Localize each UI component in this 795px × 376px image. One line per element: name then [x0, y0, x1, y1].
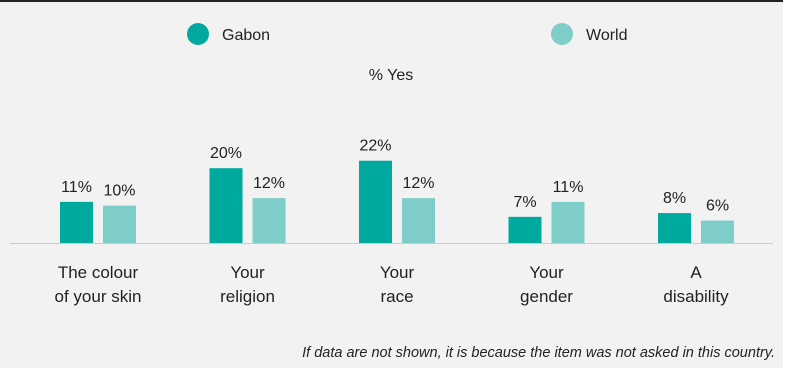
category-label-3-line-0: Your: [529, 263, 564, 282]
category-label-1-line-0: Your: [230, 263, 265, 282]
value-label-gabon-2: 22%: [359, 138, 391, 155]
bar-gabon-0: [60, 201, 93, 243]
value-label-gabon-0: 11%: [61, 179, 92, 196]
category-label-4-line-1: disability: [663, 287, 729, 306]
bar-gabon-1: [209, 168, 243, 243]
value-label-world-1: 12%: [253, 175, 285, 192]
bar-world-4: [701, 220, 734, 243]
category-label-1-line-1: religion: [220, 287, 275, 306]
footnote: If data are not shown, it is because the…: [302, 345, 775, 361]
chart-subtitle: % Yes: [369, 67, 413, 84]
bar-gabon-4: [658, 213, 691, 243]
legend-label-world: World: [586, 27, 628, 44]
value-label-gabon-4: 8%: [663, 190, 686, 207]
value-label-gabon-3: 7%: [513, 194, 536, 211]
bar-world-3: [551, 201, 585, 243]
bars-group: 11% 10% 20% 12% 22% 12% 7% 11% 8% 6%: [60, 138, 734, 243]
value-label-world-0: 10%: [103, 183, 135, 200]
bar-world-0: [103, 205, 136, 243]
bar-world-1: [252, 198, 286, 243]
category-labels: The colour of your skin Your religion Your ra…: [55, 263, 730, 306]
bar-chart: Gabon World % Yes 11% 10%20%12%22%12%7%11%…: [10, 23, 775, 361]
category-label-4-line-0: A: [690, 263, 702, 282]
category-label-2-line-0: Your: [380, 263, 415, 282]
legend-swatch-world: [551, 23, 573, 45]
legend: Gabon World: [187, 23, 628, 45]
legend-label-gabon: Gabon: [222, 27, 270, 44]
bar-world-2: [402, 198, 435, 243]
category-label-0-line-1: of your skin: [55, 287, 142, 306]
value-label-gabon-1: 20%: [210, 145, 242, 162]
bar-gabon-2: [359, 160, 392, 243]
value-label-world-4: 6%: [706, 198, 729, 215]
category-label-3-line-1: gender: [520, 287, 573, 306]
value-label-world-2: 12%: [402, 175, 434, 192]
category-label-0-line-0: The colour: [58, 263, 139, 282]
chart-panel: Gabon World % Yes 11% 10% 20% 12% 22% 12% 7% 11%…: [0, 0, 783, 368]
legend-swatch-gabon: [187, 23, 209, 45]
bar-gabon-3: [508, 216, 542, 243]
value-label-world-3: 11%: [553, 179, 584, 196]
category-label-2-line-1: race: [380, 287, 413, 306]
